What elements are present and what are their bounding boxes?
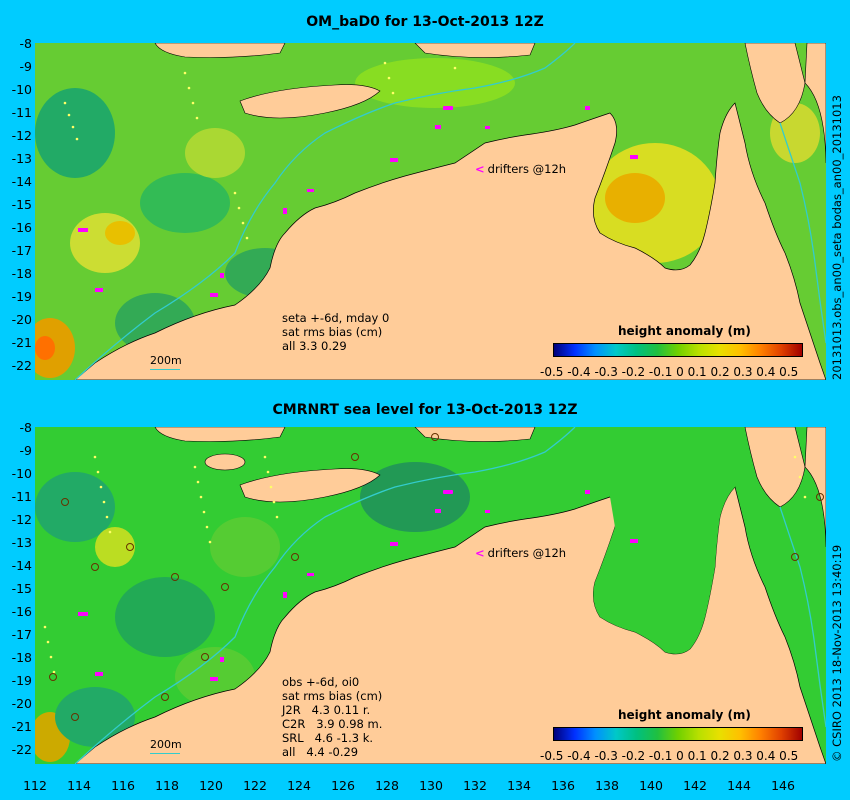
- bottom-isobath-200m: [74, 427, 576, 764]
- bottom-drifters-legend: < drifters @12h: [475, 546, 567, 560]
- bottom-map-title: CMRNRT sea level for 13-Oct-2013 12Z: [272, 402, 578, 418]
- top-obs-dots: [63, 61, 457, 240]
- bottom-side-label: © CSIRO 2013 18-Nov-2013 13:40:19: [830, 544, 844, 762]
- bottom-scale-label: 200m: [150, 738, 182, 751]
- top-colorbar-title: height anomaly (m): [618, 324, 751, 338]
- top-timor: [239, 84, 381, 119]
- bottom-colorbar: [553, 727, 803, 741]
- top-isobath-200m: [74, 43, 576, 380]
- top-map-title: OM_baD0 for 13-Oct-2013 12Z: [306, 14, 544, 30]
- top-side-label: 20131013.obs_an00_seta bodas_an00_201310…: [830, 95, 844, 380]
- bottom-map: < drifters @12h obs +-6d, oi0 sat rms bias…: [35, 427, 826, 764]
- top-scale-label: 200m: [150, 354, 182, 367]
- bottom-colorbar-title: height anomaly (m): [618, 708, 751, 722]
- top-colorbar: [553, 343, 803, 357]
- top-drifters: [78, 106, 638, 297]
- top-map: < drifters @12h seta +-6d, mday 0 sat rms …: [35, 43, 826, 380]
- bottom-obs-dots: [43, 455, 807, 674]
- top-info-box: seta +-6d, mday 0 sat rms bias (cm) all 3.…: [282, 311, 390, 353]
- bottom-obs-circles: [49, 433, 824, 721]
- bottom-map-canvas: [35, 427, 826, 764]
- bottom-colorbar-ticks: -0.5 -0.4 -0.3 -0.2 -0.1 0 0.1 0.2 0.3 0…: [540, 749, 799, 763]
- bottom-info-box: obs +-6d, oi0 sat rms bias (cm) J2R 4.3 0.…: [282, 675, 383, 759]
- top-australia: [74, 102, 826, 380]
- top-map-canvas: [35, 43, 826, 380]
- bottom-drifters: [78, 490, 638, 681]
- top-drifters-legend: < drifters @12h: [475, 162, 567, 176]
- top-colorbar-ticks: -0.5 -0.4 -0.3 -0.2 -0.1 0 0.1 0.2 0.3 0…: [540, 365, 799, 379]
- bottom-timor: [239, 468, 381, 503]
